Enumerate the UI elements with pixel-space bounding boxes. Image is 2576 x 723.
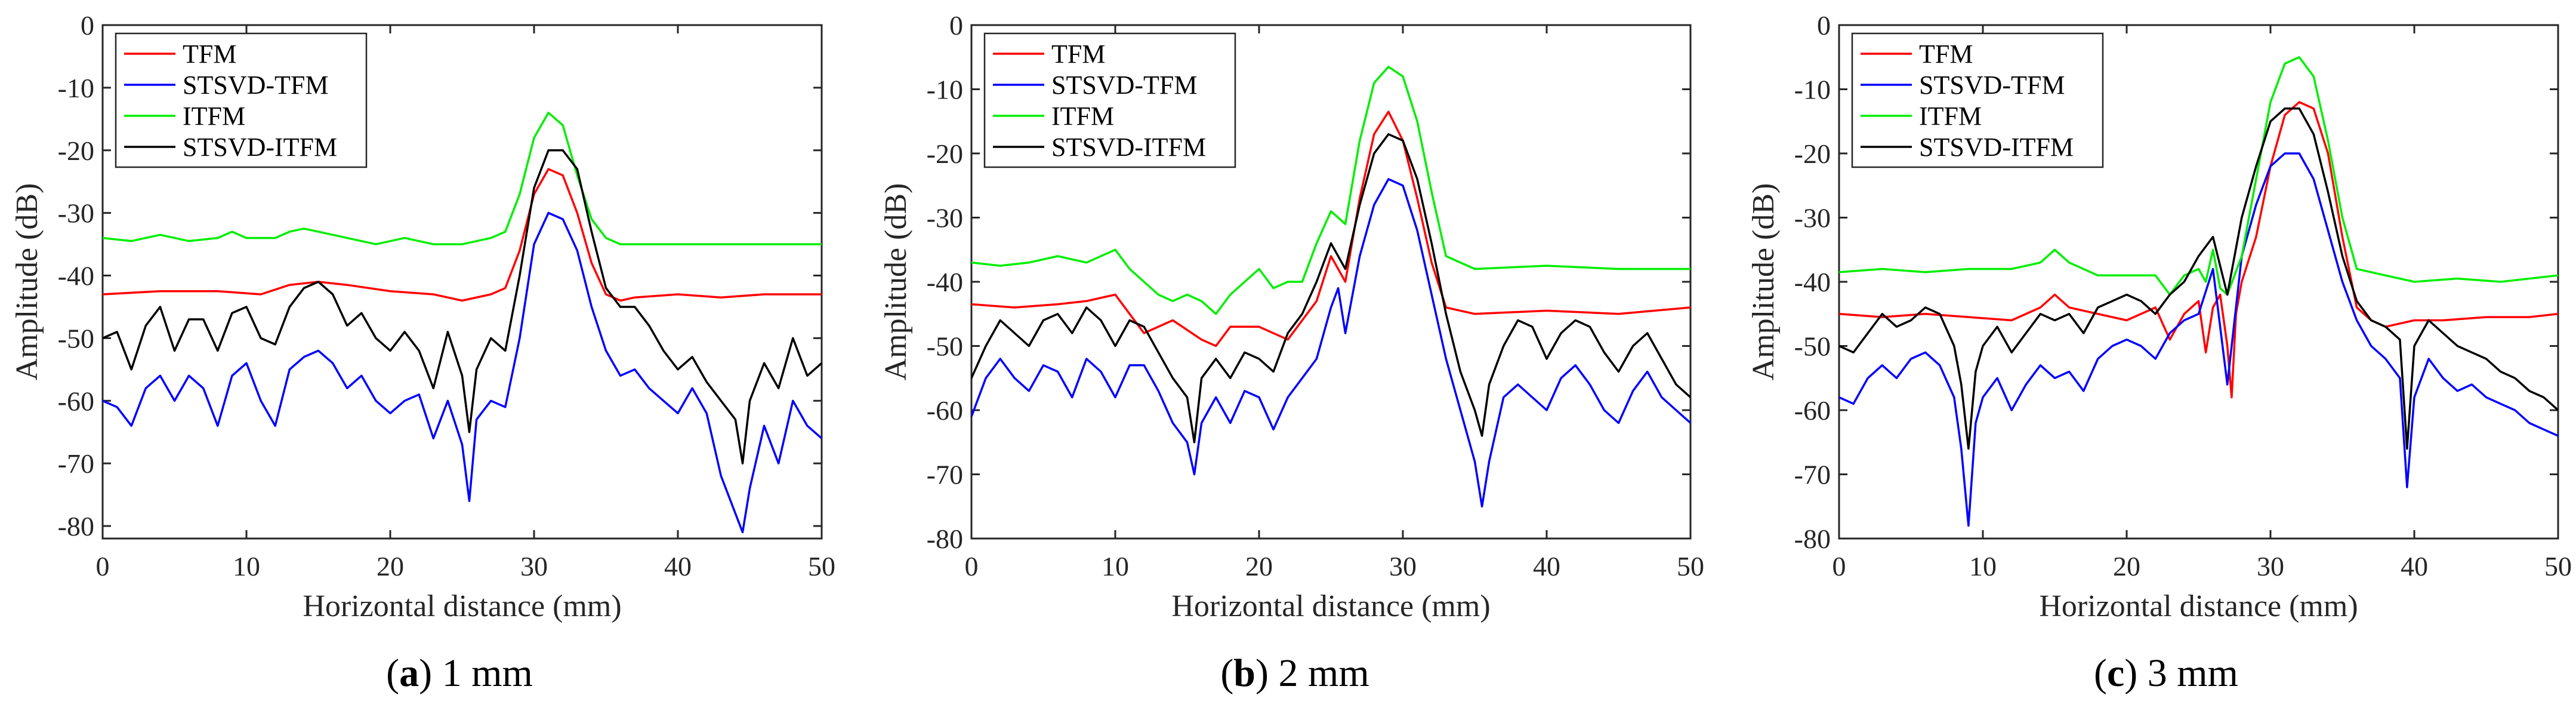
- x-tick-label: 10: [1102, 551, 1129, 582]
- x-tick-label: 40: [1533, 551, 1560, 582]
- chart-b: 0 10 20 30 40 50 0 -10 -20 -30 -40 -50 -60 -70 -80 Hori…: [879, 10, 1704, 623]
- series-line-stsvd-tfm: [1839, 152, 2558, 527]
- caption-a-text: 1 mm: [442, 651, 533, 695]
- legend-label: STSVD-ITFM: [1919, 133, 2074, 162]
- y-tick-label: -70: [58, 448, 94, 479]
- y-tick-label: -20: [1794, 139, 1831, 169]
- x-tick-label: 20: [2113, 551, 2140, 582]
- x-tick-label: 40: [664, 551, 692, 582]
- y-tick-label: -70: [927, 460, 963, 490]
- y-tick-label: -50: [1794, 331, 1831, 362]
- series-line-stsvd-tfm: [103, 211, 822, 534]
- y-tick-label: 0: [81, 10, 94, 41]
- x-tick-label: 0: [96, 551, 110, 582]
- y-tick-label: -60: [927, 395, 963, 426]
- y-tick-label: -20: [927, 139, 963, 169]
- series-line-stsvd-itfm: [103, 149, 822, 464]
- caption-a: (a) 1 mm: [386, 651, 533, 695]
- caption-a-label: a: [399, 651, 419, 695]
- series-line-itfm: [1839, 56, 2558, 296]
- caption-c: (c) 3 mm: [2094, 651, 2238, 695]
- series-line-itfm: [103, 112, 822, 245]
- series-line-stsvd-itfm: [971, 133, 1690, 444]
- x-axis-label: Horizontal distance (mm): [2039, 589, 2358, 623]
- y-tick-label: -10: [1794, 75, 1831, 105]
- x-tick-label: 10: [1969, 551, 1997, 582]
- y-tick-label: -60: [1794, 395, 1831, 426]
- x-tick-label: 50: [1677, 551, 1704, 582]
- y-tick-label: -40: [1794, 267, 1831, 297]
- legend-label: STSVD-TFM: [1919, 70, 2065, 100]
- y-tick-label: -50: [927, 331, 963, 362]
- x-tick-label: 30: [1389, 551, 1417, 582]
- x-tick-label: 50: [2544, 551, 2572, 582]
- chart-a: 0 10 20 30 40 50 0 -10 -20 -30 -40 -50 -60 -70 -80 Hori…: [10, 10, 835, 623]
- legend-label: TFM: [183, 39, 236, 69]
- x-tick-label: 20: [377, 551, 404, 582]
- x-axis-label: Horizontal distance (mm): [303, 589, 621, 623]
- x-tick-label: 10: [233, 551, 260, 582]
- y-tick-label: -10: [927, 75, 963, 105]
- y-tick-label: -20: [58, 136, 94, 166]
- y-tick-label: 0: [949, 10, 963, 41]
- legend-box: [983, 32, 1236, 168]
- y-axis-label: Amplitude (dB): [879, 183, 913, 381]
- legend-box: [1851, 32, 2104, 168]
- caption-c-label: c: [2107, 651, 2125, 695]
- caption-b: (b) 2 mm: [1220, 651, 1369, 695]
- y-tick-label: -40: [58, 261, 94, 291]
- legend-label: STSVD-ITFM: [1051, 133, 1206, 162]
- x-tick-label: 30: [2257, 551, 2284, 582]
- legend-label: STSVD-TFM: [183, 70, 329, 100]
- y-tick-label: -70: [1794, 460, 1831, 490]
- legend-label: ITFM: [1051, 101, 1114, 131]
- y-tick-label: -30: [1794, 203, 1831, 233]
- y-tick-label: -40: [927, 267, 963, 297]
- y-axis-label: Amplitude (dB): [10, 183, 44, 381]
- legend-label: TFM: [1051, 39, 1105, 69]
- y-tick-label: -30: [58, 198, 94, 229]
- caption-b-text: 2 mm: [1278, 651, 1369, 695]
- legend-label: ITFM: [1919, 101, 1982, 131]
- series-line-itfm: [971, 66, 1690, 315]
- legend-label: ITFM: [183, 101, 245, 131]
- legend-label: TFM: [1919, 39, 1973, 69]
- caption-c-text: 3 mm: [2147, 651, 2238, 695]
- x-tick-label: 40: [2401, 551, 2428, 582]
- series-line-stsvd-itfm: [1839, 107, 2558, 450]
- legend-label: STSVD-TFM: [1051, 70, 1198, 100]
- series-line-stsvd-tfm: [971, 178, 1690, 508]
- y-tick-label: -10: [58, 73, 94, 103]
- x-tick-label: 20: [1245, 551, 1273, 582]
- y-axis-label: Amplitude (dB): [1747, 183, 1781, 381]
- series-line-tfm: [103, 168, 822, 302]
- y-tick-label: -80: [58, 511, 94, 542]
- legend-label: STSVD-ITFM: [183, 133, 337, 162]
- y-tick-label: -50: [58, 323, 94, 353]
- y-tick-label: -80: [927, 524, 963, 554]
- x-tick-label: 0: [1832, 551, 1846, 582]
- legend-box: [115, 32, 368, 168]
- x-tick-label: 0: [965, 551, 979, 582]
- y-tick-label: -60: [58, 386, 94, 416]
- x-tick-label: 30: [520, 551, 548, 582]
- x-axis-label: Horizontal distance (mm): [1171, 589, 1490, 623]
- caption-b-label: b: [1233, 651, 1256, 695]
- y-tick-label: 0: [1817, 10, 1831, 41]
- chart-c: 0 10 20 30 40 50 0 -10 -20 -30 -40 -50 -60 -70 -80 Hori…: [1747, 10, 2572, 623]
- x-tick-label: 50: [808, 551, 835, 582]
- y-tick-label: -80: [1794, 524, 1831, 554]
- y-tick-label: -30: [927, 203, 963, 233]
